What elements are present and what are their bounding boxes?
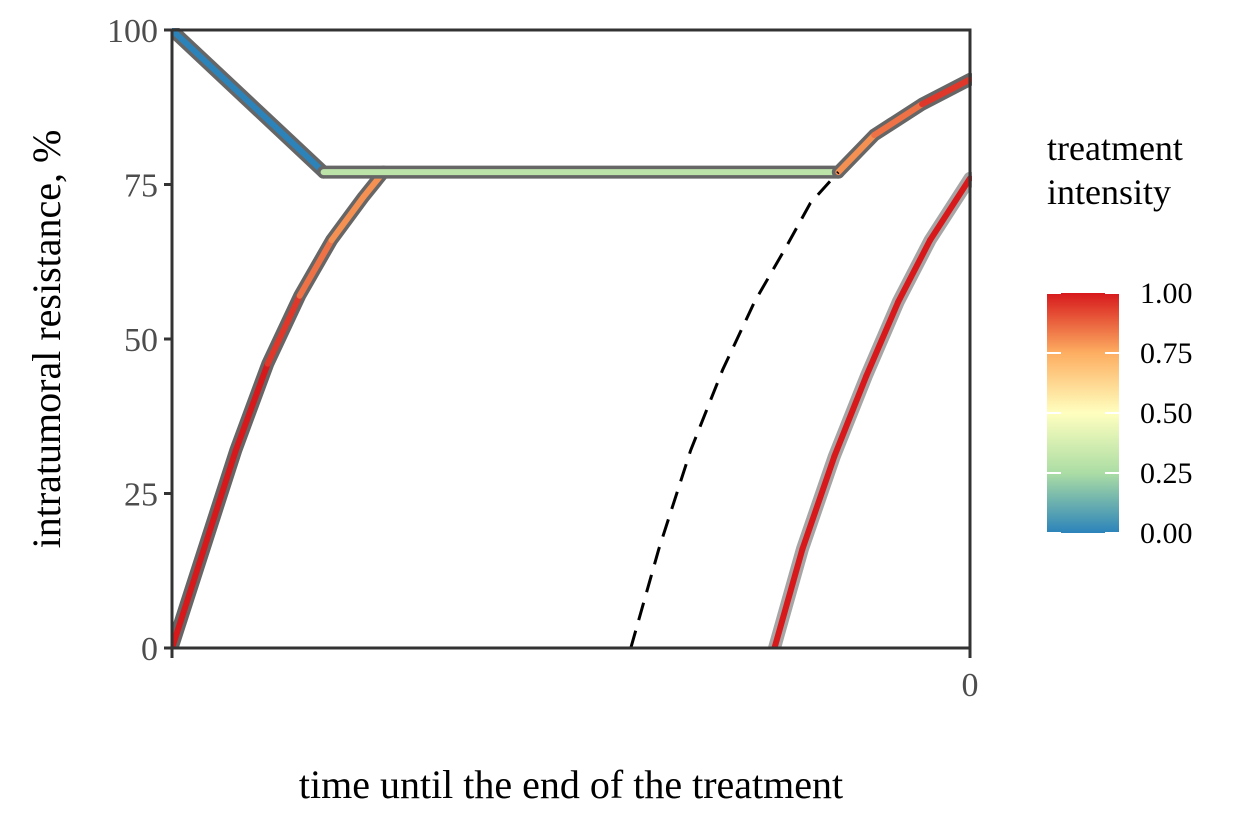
colorbar-label-0: 0.00 [1140,517,1193,550]
series-5-dashed-line [629,171,840,648]
y-tick-label-1: 25 [124,477,158,514]
x-axis: 0 [170,648,979,704]
series-4-segment-4 [895,237,934,305]
legend-title-line-1: treatment [1047,128,1183,168]
series-3-outline [831,72,972,179]
legend: treatment intensity 0.00 0.25 0.50 0.75 1.00 [1047,128,1193,550]
colorbar-label-1: 0.25 [1140,457,1193,490]
y-tick-label-3: 75 [124,168,158,205]
series-0-outline [172,165,390,648]
series-0-segment-1 [200,447,239,553]
colorbar-ticks: 0.00 0.25 0.50 0.75 1.00 [1047,277,1193,550]
colorbar-label-2: 0.50 [1140,397,1193,430]
series-4-segment-5 [927,175,972,244]
series-0-segment-2 [232,360,271,454]
x-axis-title: time until the end of the treatment [299,762,843,807]
series-4-segment-2 [831,373,870,460]
series-1-segment-0 [172,28,327,176]
series-4-outline [768,171,972,648]
series-4-segment-0 [771,546,806,648]
plot-panel-border [170,28,972,650]
y-tick-label-4: 100 [107,13,158,50]
series-3-segment-2 [919,76,972,108]
series-0-segment-4 [296,237,335,299]
y-axis-title: intratumoral resistance, % [24,130,69,549]
y-tick-label-0: 0 [141,631,158,668]
series-0-segment-0 [172,546,207,648]
series-layer [172,28,972,648]
series-3-segment-0 [835,132,878,176]
colorbar-label-3: 0.75 [1140,337,1193,370]
series-4-segment-1 [799,453,838,553]
x-tick-label-1: 0 [962,667,979,704]
legend-title-line-2: intensity [1047,172,1171,212]
series-4-segment-3 [863,298,902,380]
series-0-segment-5 [328,193,367,244]
colorbar-label-4: 1.00 [1140,277,1193,310]
y-axis: 0 25 50 75 100 [107,13,172,668]
y-tick-label-2: 50 [124,322,158,359]
series-3-segment-1 [871,101,926,139]
series-0-segment-3 [264,292,303,367]
